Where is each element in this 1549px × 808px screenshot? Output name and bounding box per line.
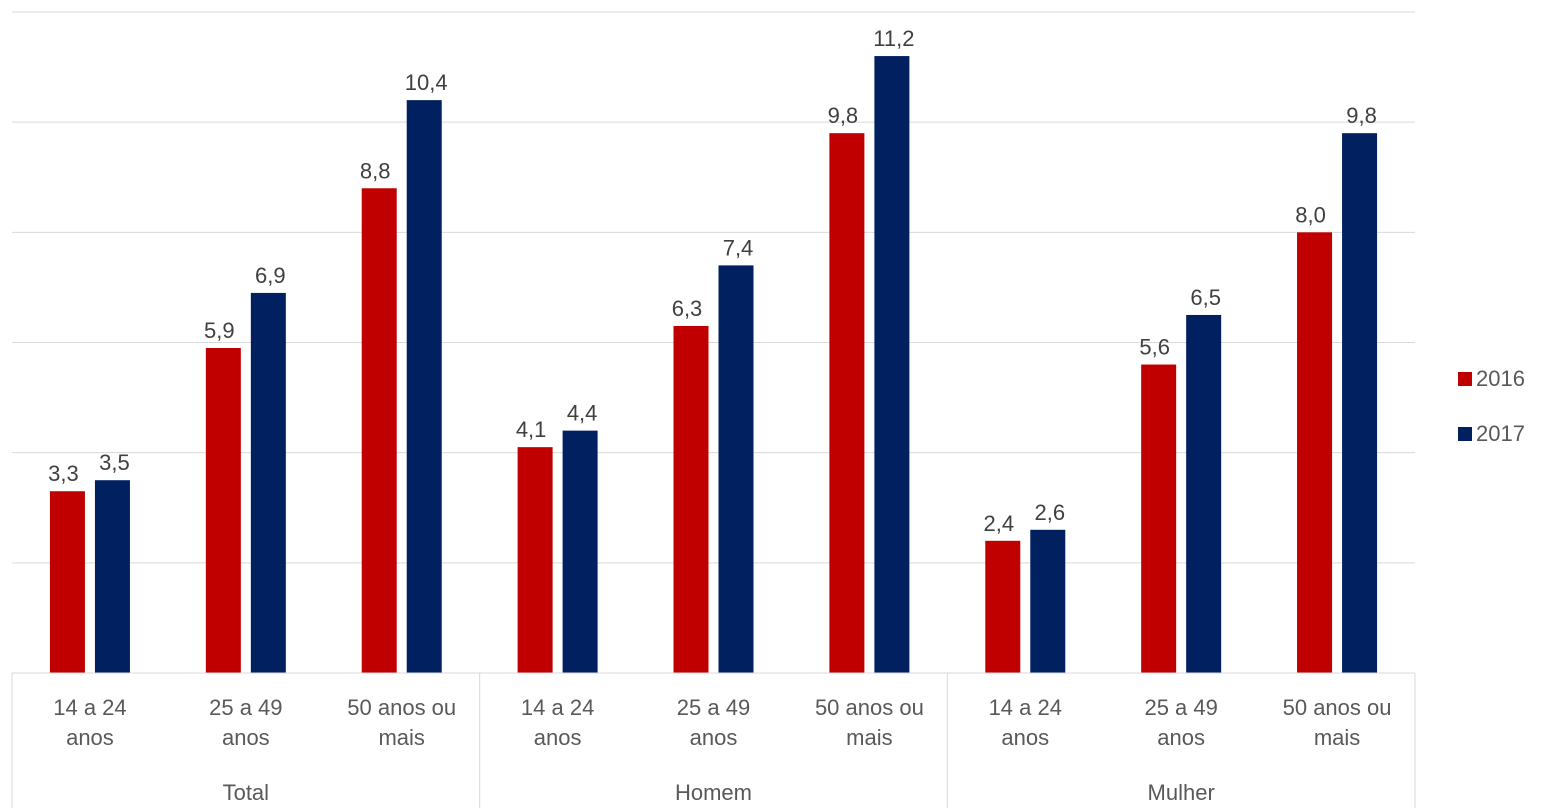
bar-2017 <box>1342 133 1378 673</box>
gridlines <box>12 11 1415 564</box>
group-label: Mulher <box>1148 780 1215 805</box>
legend-label: 2016 <box>1476 366 1525 391</box>
data-label: 6,5 <box>1190 285 1221 310</box>
data-label: 3,3 <box>48 461 79 486</box>
legend-swatch <box>1458 372 1472 386</box>
x-tick-label: anos <box>222 725 270 750</box>
x-tick-label: anos <box>1001 725 1049 750</box>
legend-label: 2017 <box>1476 421 1525 446</box>
x-tick-label: anos <box>534 725 582 750</box>
data-label: 7,4 <box>723 235 754 260</box>
x-tick-label: 14 a 24 <box>989 695 1062 720</box>
data-label: 11,2 <box>873 26 914 51</box>
x-tick-label: 50 anos ou <box>1283 695 1392 720</box>
bar-2017 <box>562 430 598 673</box>
x-tick-label: anos <box>1157 725 1205 750</box>
data-label: 6,9 <box>255 263 286 288</box>
x-tick-label: 50 anos ou <box>815 695 924 720</box>
data-label: 4,4 <box>567 401 598 426</box>
data-label: 8,8 <box>360 158 391 183</box>
bar-2017 <box>718 265 754 673</box>
bars <box>49 56 1378 674</box>
data-label: 6,3 <box>672 296 703 321</box>
bar-2016 <box>517 447 553 673</box>
x-tick-label: anos <box>690 725 738 750</box>
x-tick-label: mais <box>1314 725 1360 750</box>
bar-2017 <box>250 292 286 673</box>
legend-swatch <box>1458 427 1472 441</box>
data-label: 9,8 <box>1346 103 1377 128</box>
x-tick-label: mais <box>846 725 892 750</box>
bar-2017 <box>1030 529 1066 673</box>
bar-2016 <box>1141 364 1177 673</box>
x-tick-label: mais <box>378 725 424 750</box>
bar-2016 <box>205 348 241 673</box>
bar-2016 <box>673 325 709 673</box>
data-label: 10,4 <box>405 70 448 95</box>
bar-2017 <box>874 56 910 674</box>
bar-2017 <box>94 480 130 673</box>
bar-2016 <box>829 133 865 673</box>
bar-2016 <box>985 540 1021 673</box>
x-tick-label: 25 a 49 <box>1144 695 1217 720</box>
x-tick-label: 50 anos ou <box>347 695 456 720</box>
group-label: Homem <box>675 780 752 805</box>
legend: 2016 2017 <box>1458 366 1525 446</box>
data-label: 2,4 <box>983 511 1014 536</box>
data-label: 2,6 <box>1034 500 1065 525</box>
x-axis: 14 a 24 anos 25 a 49 anos 50 anos ou mais Tota… <box>11 672 1416 808</box>
bar-2017 <box>406 100 442 674</box>
data-label: 4,1 <box>516 417 547 442</box>
data-label: 8,0 <box>1295 202 1326 227</box>
data-labels: 3,3 5,9 8,8 4,1 6,3 9,8 2,4 5,6 8,0 3,5 6,9 10,4 4,4… <box>48 26 1377 536</box>
bar-2016 <box>49 491 85 673</box>
data-label: 5,9 <box>204 318 235 343</box>
x-tick-label: anos <box>66 725 114 750</box>
bar-2016 <box>1297 232 1333 674</box>
bar-2016 <box>361 188 397 673</box>
data-label: 5,6 <box>1139 335 1170 360</box>
bar-2017 <box>1186 314 1222 673</box>
x-tick-label: 14 a 24 <box>521 695 594 720</box>
data-label: 9,8 <box>828 103 859 128</box>
group-label: Total <box>223 780 269 805</box>
x-tick-label: 25 a 49 <box>677 695 750 720</box>
x-tick-label: 14 a 24 <box>53 695 126 720</box>
x-tick-label: 25 a 49 <box>209 695 282 720</box>
data-label: 3,5 <box>99 450 130 475</box>
